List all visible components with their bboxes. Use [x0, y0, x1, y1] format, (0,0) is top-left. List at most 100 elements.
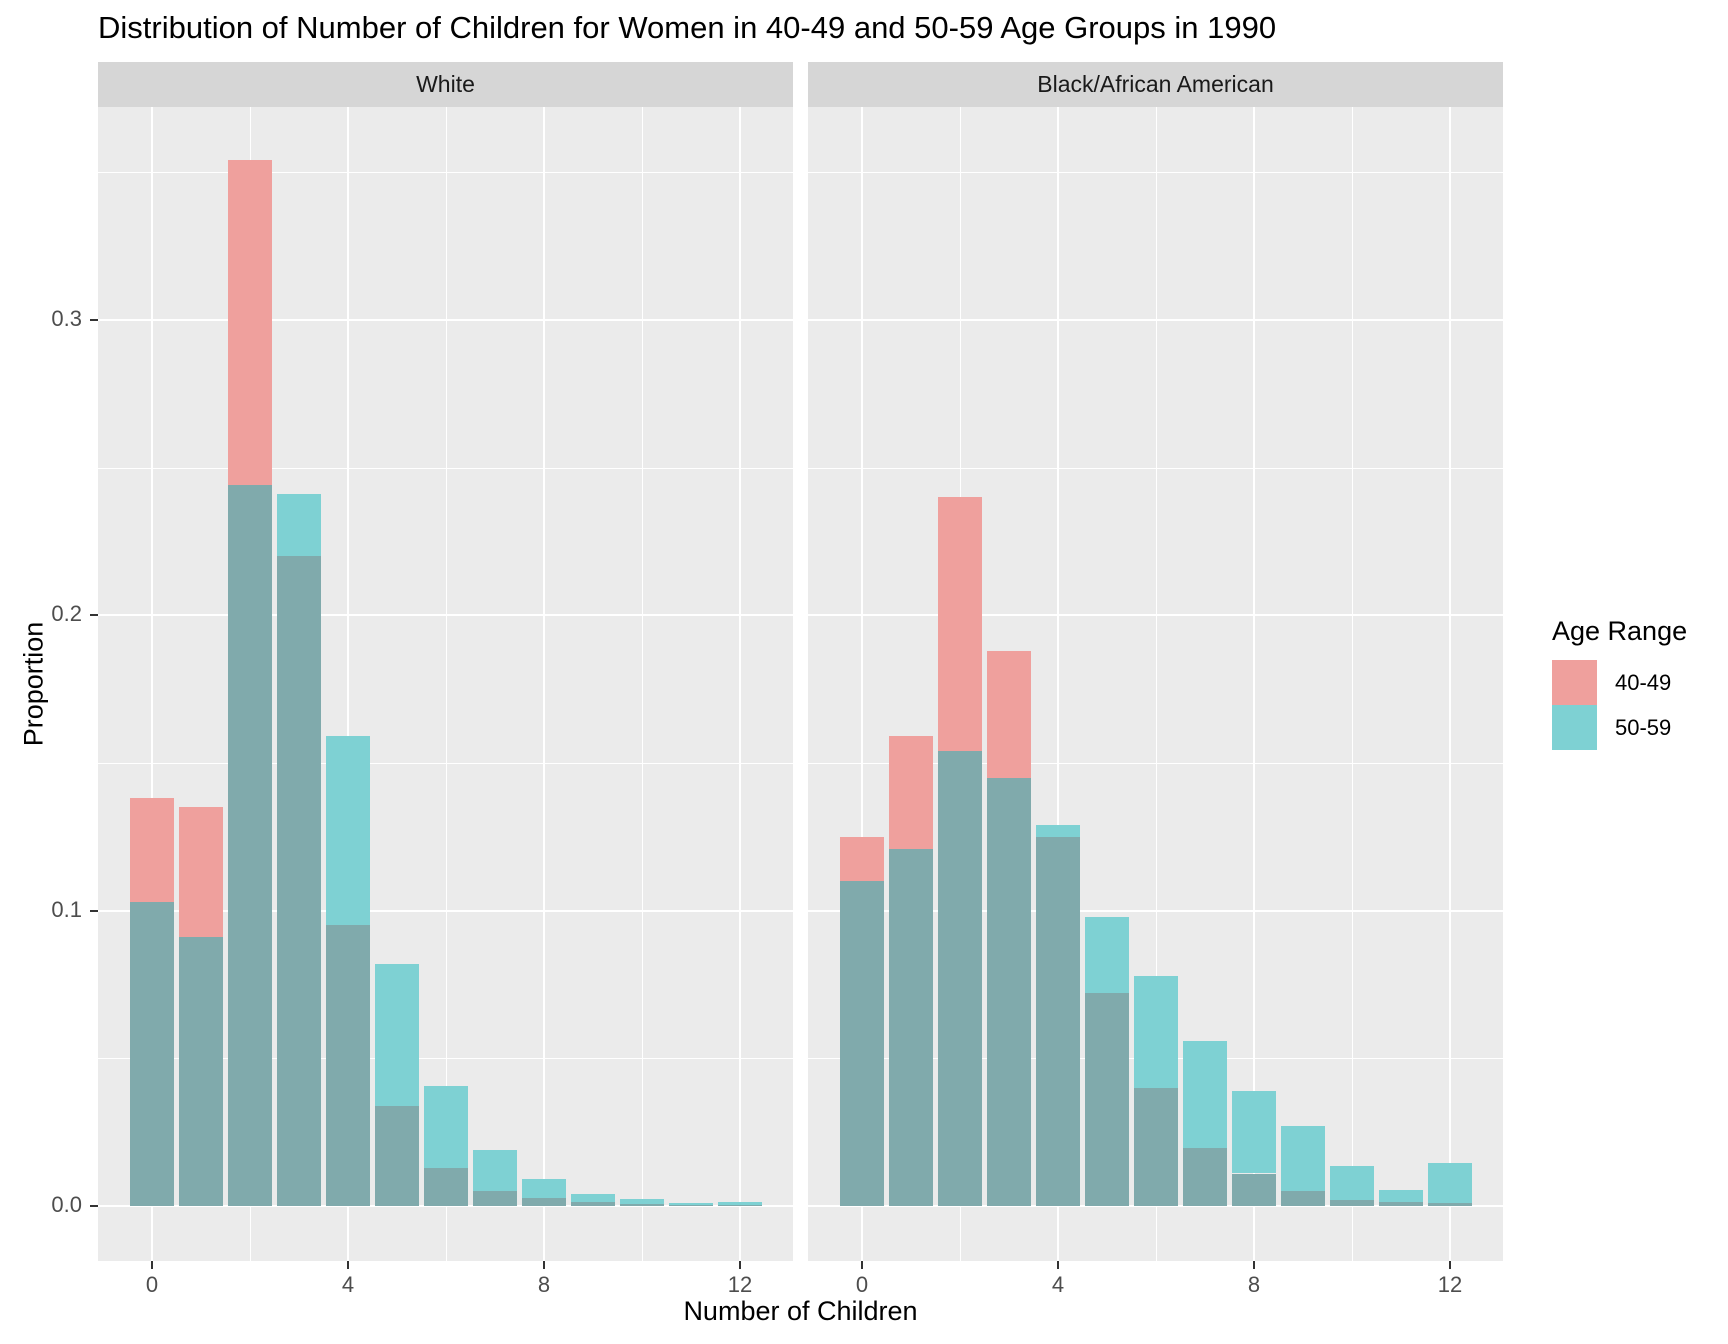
bar-segment-50-59: [326, 736, 370, 926]
gridline-major-vertical: [347, 107, 349, 1261]
bar-segment-overlap: [1379, 1201, 1423, 1206]
y-axis-tick-label: 0.0: [51, 1192, 82, 1217]
x-axis-tick-mark: [1253, 1261, 1255, 1269]
bar-segment-50-59: [1134, 975, 1178, 1088]
bar-segment-50-59: [571, 1194, 615, 1203]
bar-segment-overlap: [326, 925, 370, 1206]
legend-label-50-59: 50-59: [1615, 715, 1672, 740]
gridline-major-vertical: [1449, 107, 1451, 1261]
bar-segment-overlap: [1134, 1087, 1178, 1206]
facet-strip-black-african-american-label: Black/African American: [1037, 71, 1274, 97]
gridline-major-horizontal: [98, 614, 793, 617]
x-axis-tick-label: 0: [855, 1272, 869, 1297]
x-axis-tick-mark: [543, 1261, 545, 1269]
bar-segment-50-59: [1379, 1189, 1423, 1202]
gridline-minor-horizontal: [98, 172, 793, 174]
bar-segment-50-59: [424, 1086, 468, 1168]
y-axis-tick-mark: [90, 318, 98, 321]
bar-segment-50-59: [1183, 1040, 1227, 1149]
y-axis-title: Proportion: [18, 621, 49, 747]
x-axis-tick-label: 12: [727, 1272, 753, 1297]
gridline-major-horizontal: [808, 1205, 1503, 1207]
bar-segment-overlap: [1183, 1148, 1227, 1206]
facet-strip-black-african-american: Black/African American: [808, 62, 1503, 107]
gridline-minor-vertical: [1156, 107, 1157, 1261]
x-axis-tick-mark: [739, 1261, 741, 1269]
bar-segment-50-59: [277, 494, 321, 557]
bar-segment-overlap: [1281, 1191, 1325, 1206]
legend-title: Age Range: [1552, 616, 1688, 646]
bar-segment-40-49: [840, 836, 884, 882]
gridline-major-horizontal: [98, 318, 793, 321]
gridline-minor-vertical: [1352, 107, 1353, 1261]
x-axis-tick-label: 8: [1247, 1272, 1261, 1297]
bar-segment-50-59: [1085, 916, 1129, 994]
y-axis-tick-mark: [90, 1205, 98, 1207]
x-axis-tick-mark: [861, 1261, 863, 1269]
bar-segment-overlap: [571, 1202, 615, 1206]
bar-segment-40-49: [889, 736, 933, 849]
legend-swatch-50-59: [1552, 705, 1597, 750]
gridline-major-vertical: [151, 107, 153, 1261]
facet-strip-white: White: [98, 62, 793, 107]
bar-segment-overlap: [179, 937, 223, 1206]
bar-segment-50-59: [375, 963, 419, 1106]
bar-segment-50-59: [473, 1149, 517, 1192]
gridline-major-vertical: [1253, 107, 1255, 1261]
gridline-minor-horizontal: [98, 1058, 793, 1060]
bar-segment-overlap: [1232, 1173, 1276, 1206]
gridline-major-vertical: [861, 107, 863, 1261]
bar-segment-40-49: [987, 650, 1031, 778]
bar-segment-overlap: [840, 881, 884, 1206]
x-axis-tick-mark: [1449, 1261, 1451, 1269]
bar-segment-overlap: [1036, 836, 1080, 1206]
gridline-minor-horizontal: [808, 172, 1503, 174]
bar-segment-50-59: [1232, 1090, 1276, 1174]
gridline-minor-horizontal: [98, 467, 793, 469]
y-axis-tick-label: 0.3: [51, 305, 82, 331]
bar-segment-overlap: [277, 556, 321, 1206]
bar-segment-overlap: [228, 485, 272, 1206]
gridline-major-vertical: [739, 107, 741, 1261]
gridline-minor-horizontal: [98, 762, 793, 764]
gridline-major-horizontal: [808, 614, 1503, 617]
gridline-major-horizontal: [98, 909, 793, 912]
bar-segment-overlap: [620, 1204, 664, 1206]
gridline-major-vertical: [1057, 107, 1059, 1261]
bar-segment-overlap: [669, 1204, 713, 1206]
bar-segment-overlap: [987, 777, 1031, 1206]
bar-segment-overlap: [522, 1198, 566, 1206]
gridline-major-vertical: [543, 107, 545, 1261]
bar-segment-40-49: [938, 497, 982, 752]
legend-swatch-40-49: [1552, 660, 1597, 705]
x-axis-tick-label: 0: [145, 1272, 159, 1297]
bar-segment-50-59: [1428, 1163, 1472, 1204]
bar-segment-overlap: [1428, 1203, 1472, 1206]
bar-segment-overlap: [375, 1105, 419, 1206]
facet-strip-white-label: White: [416, 71, 475, 97]
y-axis-tick-mark: [90, 909, 98, 912]
gridline-major-horizontal: [98, 1205, 793, 1207]
x-axis-tick-mark: [1057, 1261, 1059, 1269]
gridline-minor-vertical: [642, 107, 643, 1261]
bar-segment-50-59: [1330, 1165, 1374, 1201]
bar-segment-50-59: [522, 1179, 566, 1199]
bar-segment-overlap: [130, 901, 174, 1206]
bar-segment-50-59: [718, 1201, 762, 1205]
bar-segment-overlap: [424, 1167, 468, 1206]
bar-segment-50-59: [1036, 824, 1080, 837]
x-axis-tick-mark: [347, 1261, 349, 1269]
bar-segment-40-49: [130, 798, 174, 902]
gridline-minor-horizontal: [808, 467, 1503, 469]
y-axis-tick-label: 0.2: [51, 601, 82, 627]
bar-segment-overlap: [1330, 1200, 1374, 1206]
bar-segment-40-49: [179, 807, 223, 938]
gridline-major-horizontal: [808, 909, 1503, 912]
x-axis-tick-label: 4: [1051, 1272, 1065, 1297]
x-axis-tick-label: 4: [341, 1272, 355, 1297]
bar-segment-50-59: [1281, 1126, 1325, 1192]
x-axis-title: Number of Children: [683, 1296, 918, 1326]
bar-segment-overlap: [718, 1204, 762, 1206]
bar-segment-50-59: [620, 1199, 664, 1205]
